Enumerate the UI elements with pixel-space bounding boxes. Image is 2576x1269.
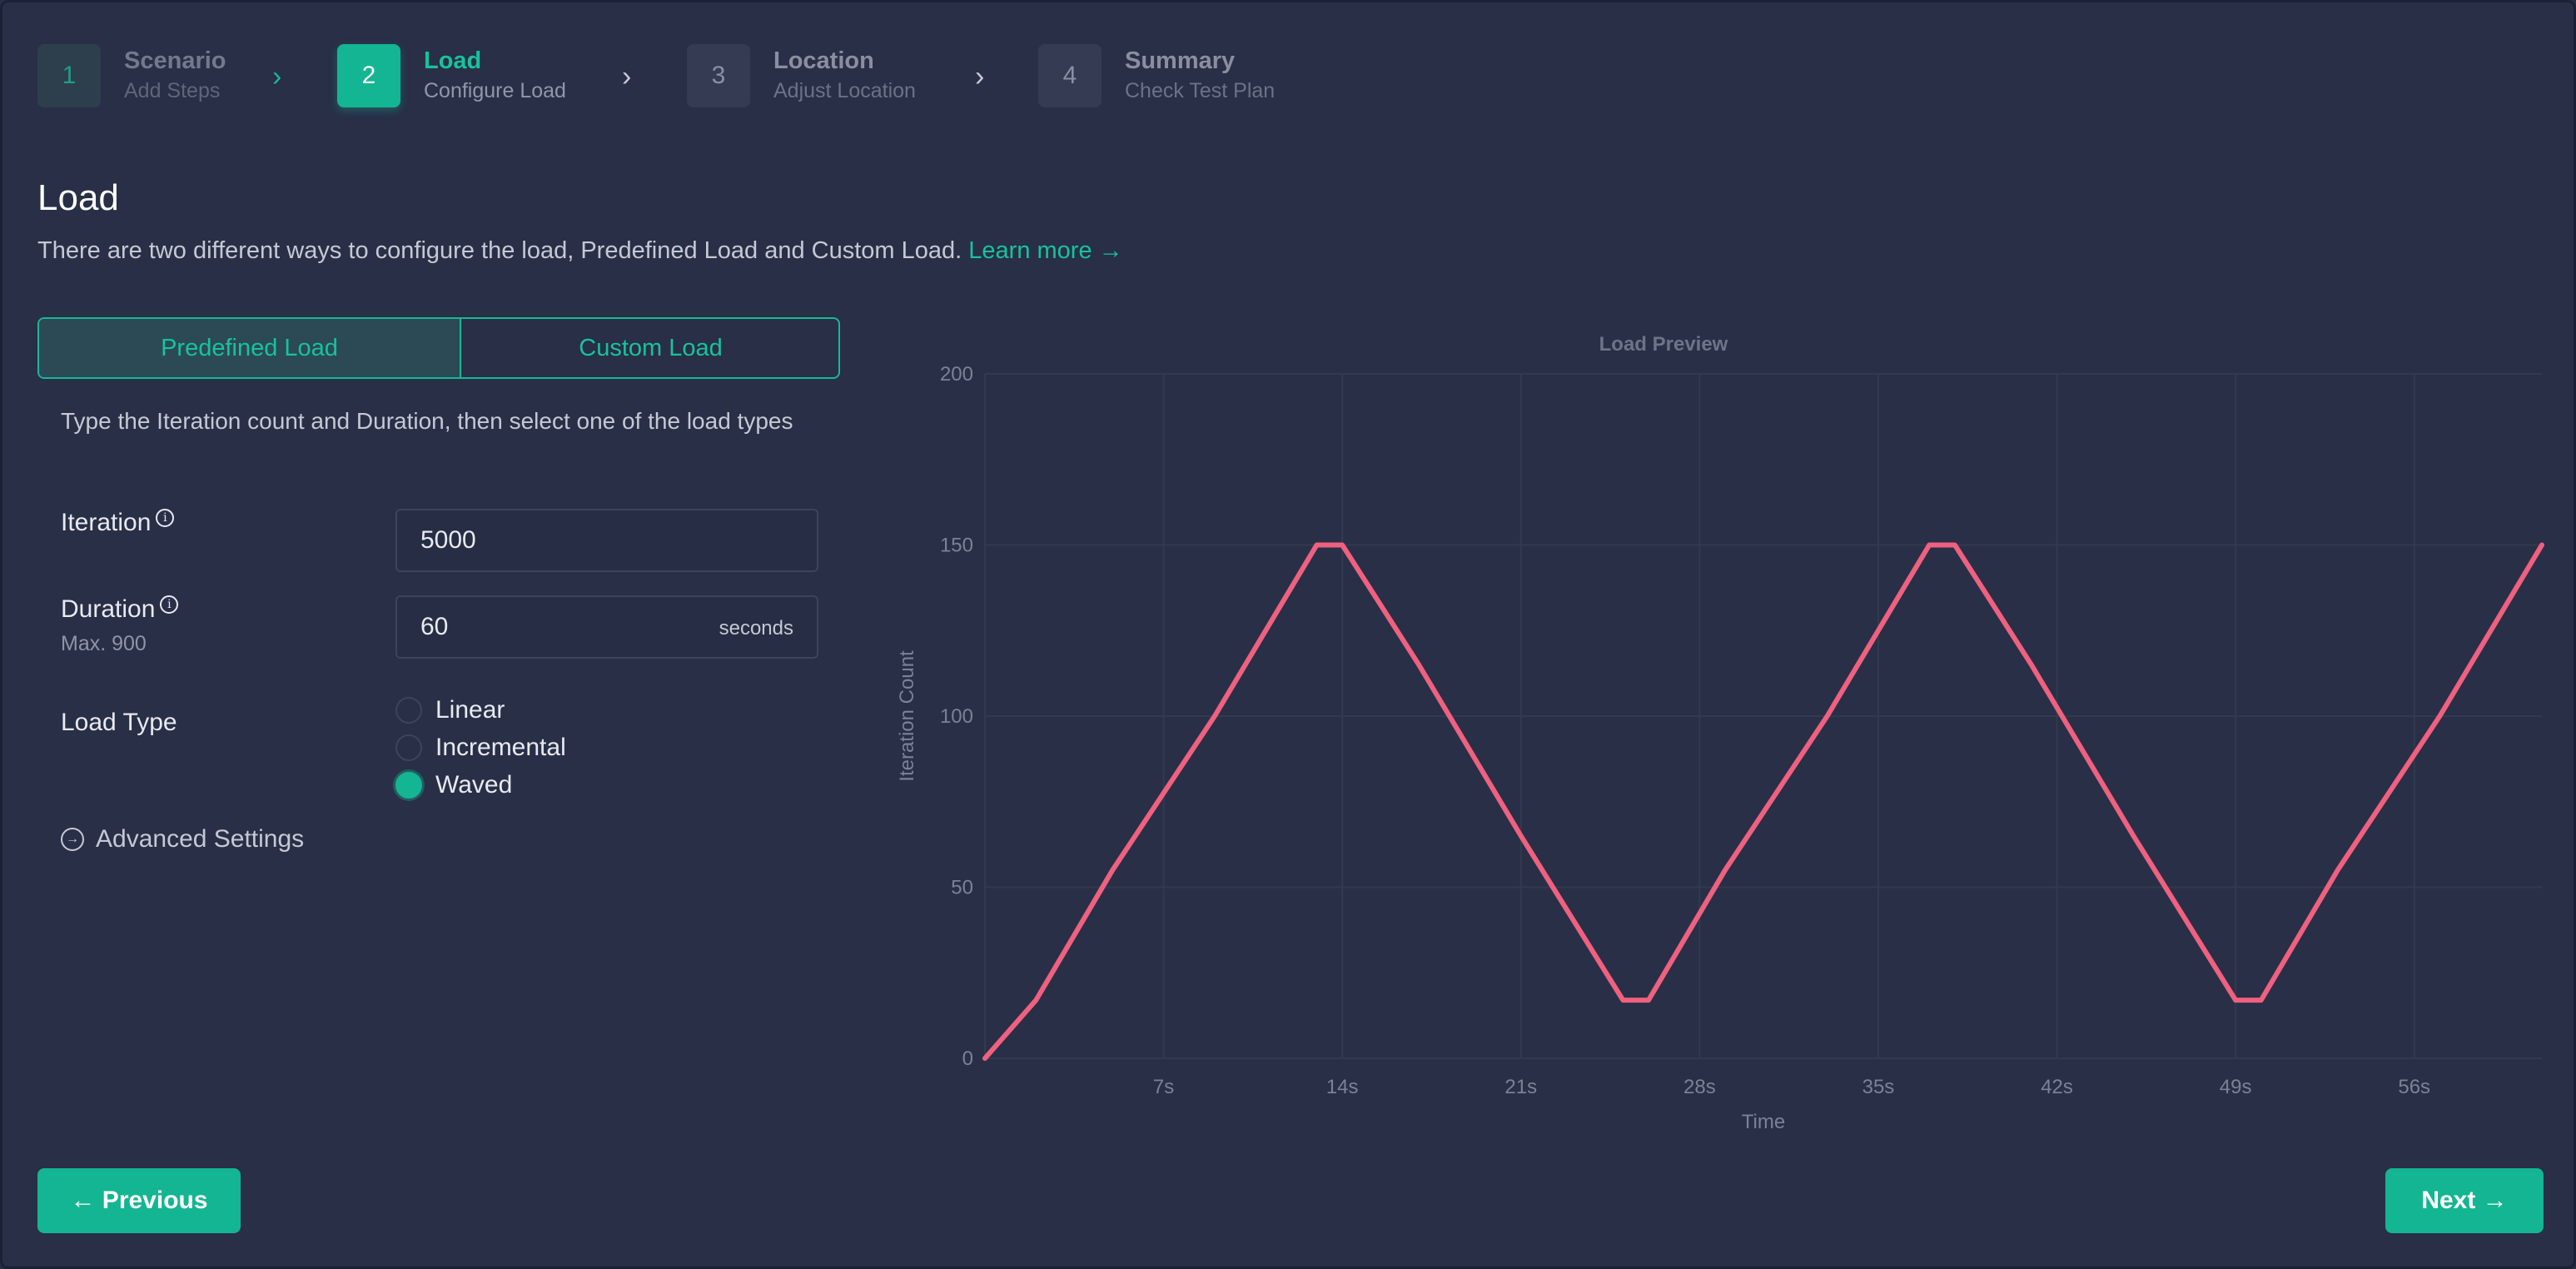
duration-unit: seconds — [719, 617, 793, 639]
x-tick-label: 28s — [1683, 1076, 1716, 1098]
step-subtitle: Configure Load — [424, 79, 566, 102]
x-tick-label: 14s — [1326, 1076, 1359, 1098]
radio-circle[interactable] — [395, 697, 422, 724]
duration-label: Duration i — [61, 595, 179, 624]
y-tick-label: 150 — [940, 535, 973, 557]
load-preview-chart: Load Preview 0 50 100 150 200 7s 14s 21s 28s 35s 42… — [896, 333, 2544, 1133]
step-title: Location — [773, 47, 874, 74]
radio-label: Incremental — [435, 734, 566, 761]
iteration-input[interactable] — [420, 510, 670, 570]
chart-title: Load Preview — [1599, 333, 1728, 356]
iteration-label: Iteration i — [61, 509, 175, 537]
step-number: 1 — [37, 44, 101, 107]
duration-field: seconds — [395, 595, 818, 659]
tab-custom-load[interactable]: Custom Load — [579, 334, 723, 361]
step-title: Summary — [1125, 47, 1236, 74]
radio-waved[interactable]: Waved — [395, 769, 512, 802]
duration-max-hint: Max. 900 — [61, 632, 147, 655]
radio-linear[interactable]: Linear — [395, 694, 505, 727]
advanced-settings-label: Advanced Settings — [96, 825, 305, 853]
step-number: 4 — [1038, 44, 1102, 107]
step-number: 2 — [337, 44, 400, 107]
arrow-right-circle-icon: → — [61, 828, 84, 851]
page-title: Load — [37, 177, 119, 218]
x-axis-label: Time — [1742, 1111, 1785, 1133]
y-tick-label: 100 — [940, 705, 973, 728]
chevron-right-icon: › — [975, 61, 985, 92]
x-tick-label: 56s — [2398, 1076, 2430, 1098]
load-mode-toggle: Predefined Load Custom Load — [37, 317, 840, 379]
radio-circle-selected[interactable] — [395, 772, 422, 799]
y-tick-label: 50 — [951, 877, 973, 899]
radio-incremental[interactable]: Incremental — [395, 731, 566, 764]
step-number: 3 — [687, 44, 750, 107]
series-line — [982, 542, 2544, 1061]
y-axis-label: Iteration Count — [896, 650, 918, 782]
load-type-label: Load Type — [61, 709, 177, 736]
iteration-field — [395, 509, 818, 572]
iteration-label-text: Iteration — [61, 509, 152, 536]
y-tick-label: 200 — [940, 363, 973, 386]
step-title: Load — [424, 47, 482, 74]
radio-label: Waved — [435, 771, 513, 799]
next-button[interactable]: Next → — [2385, 1168, 2544, 1233]
duration-input[interactable] — [420, 597, 670, 657]
x-tick-label: 35s — [1862, 1076, 1895, 1098]
page-description: There are two different ways to configur… — [37, 237, 1123, 265]
step-subtitle: Add Steps — [124, 79, 221, 102]
x-tick-label: 21s — [1504, 1076, 1537, 1098]
advanced-settings-toggle[interactable]: → Advanced Settings — [61, 825, 304, 853]
chevron-right-icon: › — [622, 61, 632, 92]
info-icon[interactable]: i — [160, 595, 179, 614]
info-icon[interactable]: i — [156, 509, 175, 527]
duration-label-text: Duration — [61, 595, 156, 623]
y-tick-label: 0 — [962, 1048, 973, 1070]
x-tick-label: 42s — [2041, 1076, 2073, 1098]
step-subtitle: Adjust Location — [773, 79, 916, 102]
radio-circle[interactable] — [395, 734, 422, 761]
chevron-right-icon: › — [272, 61, 282, 92]
previous-button[interactable]: ← Previous — [37, 1168, 241, 1233]
description-text: There are two different ways to configur… — [37, 237, 962, 264]
x-tick-label: 7s — [1153, 1076, 1174, 1098]
step-title: Scenario — [124, 47, 226, 74]
x-tick-label: 49s — [2220, 1076, 2252, 1098]
step-subtitle: Check Test Plan — [1125, 79, 1276, 102]
tab-predefined-load[interactable]: Predefined Load — [39, 319, 461, 377]
helper-text: Type the Iteration count and Duration, t… — [61, 408, 793, 434]
learn-more-link[interactable]: Learn more → — [968, 237, 1123, 264]
radio-label: Linear — [435, 696, 505, 724]
